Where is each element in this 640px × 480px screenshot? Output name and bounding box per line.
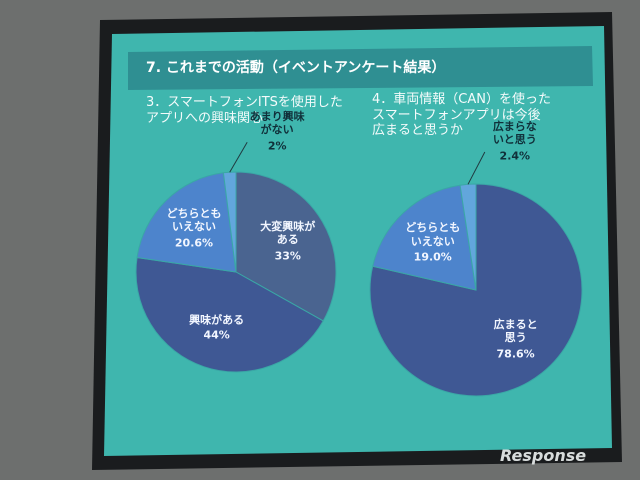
pie-slice <box>136 172 237 273</box>
slice-value: 78.6% <box>496 347 535 361</box>
pie-slice <box>135 256 324 373</box>
slice-value: 20.6% <box>174 236 214 250</box>
slice-value: 19.0% <box>413 250 452 264</box>
leader-line <box>229 142 248 173</box>
leader-line <box>467 151 486 185</box>
slice-label: 広まると 思う <box>493 317 538 344</box>
slice-label: 大変興味が ある <box>260 219 316 246</box>
slice-label: 興味がある <box>189 313 245 327</box>
slice-value: 2.4% <box>499 149 531 163</box>
slice-value: 44% <box>203 328 230 342</box>
chart-title: 4．車両情報（CAN）を使った スマートフォンアプリは今後 広まると思うか <box>372 92 551 139</box>
pie-slice <box>369 183 583 397</box>
title-bar <box>128 46 593 90</box>
slice-label: どちらとも いえない <box>166 206 222 234</box>
slice-label: どちらとも いえない <box>405 221 461 248</box>
slide-title: 7. これまでの活動（イベントアンケート結果） <box>146 60 446 76</box>
slice-label: あまり興味 がない <box>249 110 305 137</box>
pie-slice <box>459 183 477 291</box>
slice-value: 33% <box>274 249 301 263</box>
pie-slice <box>235 171 337 322</box>
watermark: Response <box>500 446 587 465</box>
slice-value: 2% <box>267 139 287 153</box>
pie-slice <box>372 184 477 291</box>
chart-title: 3．スマートフォンITSを使用した アプリへの興味関心 <box>146 95 343 126</box>
slice-label: 広まらな いと思う <box>492 119 537 147</box>
